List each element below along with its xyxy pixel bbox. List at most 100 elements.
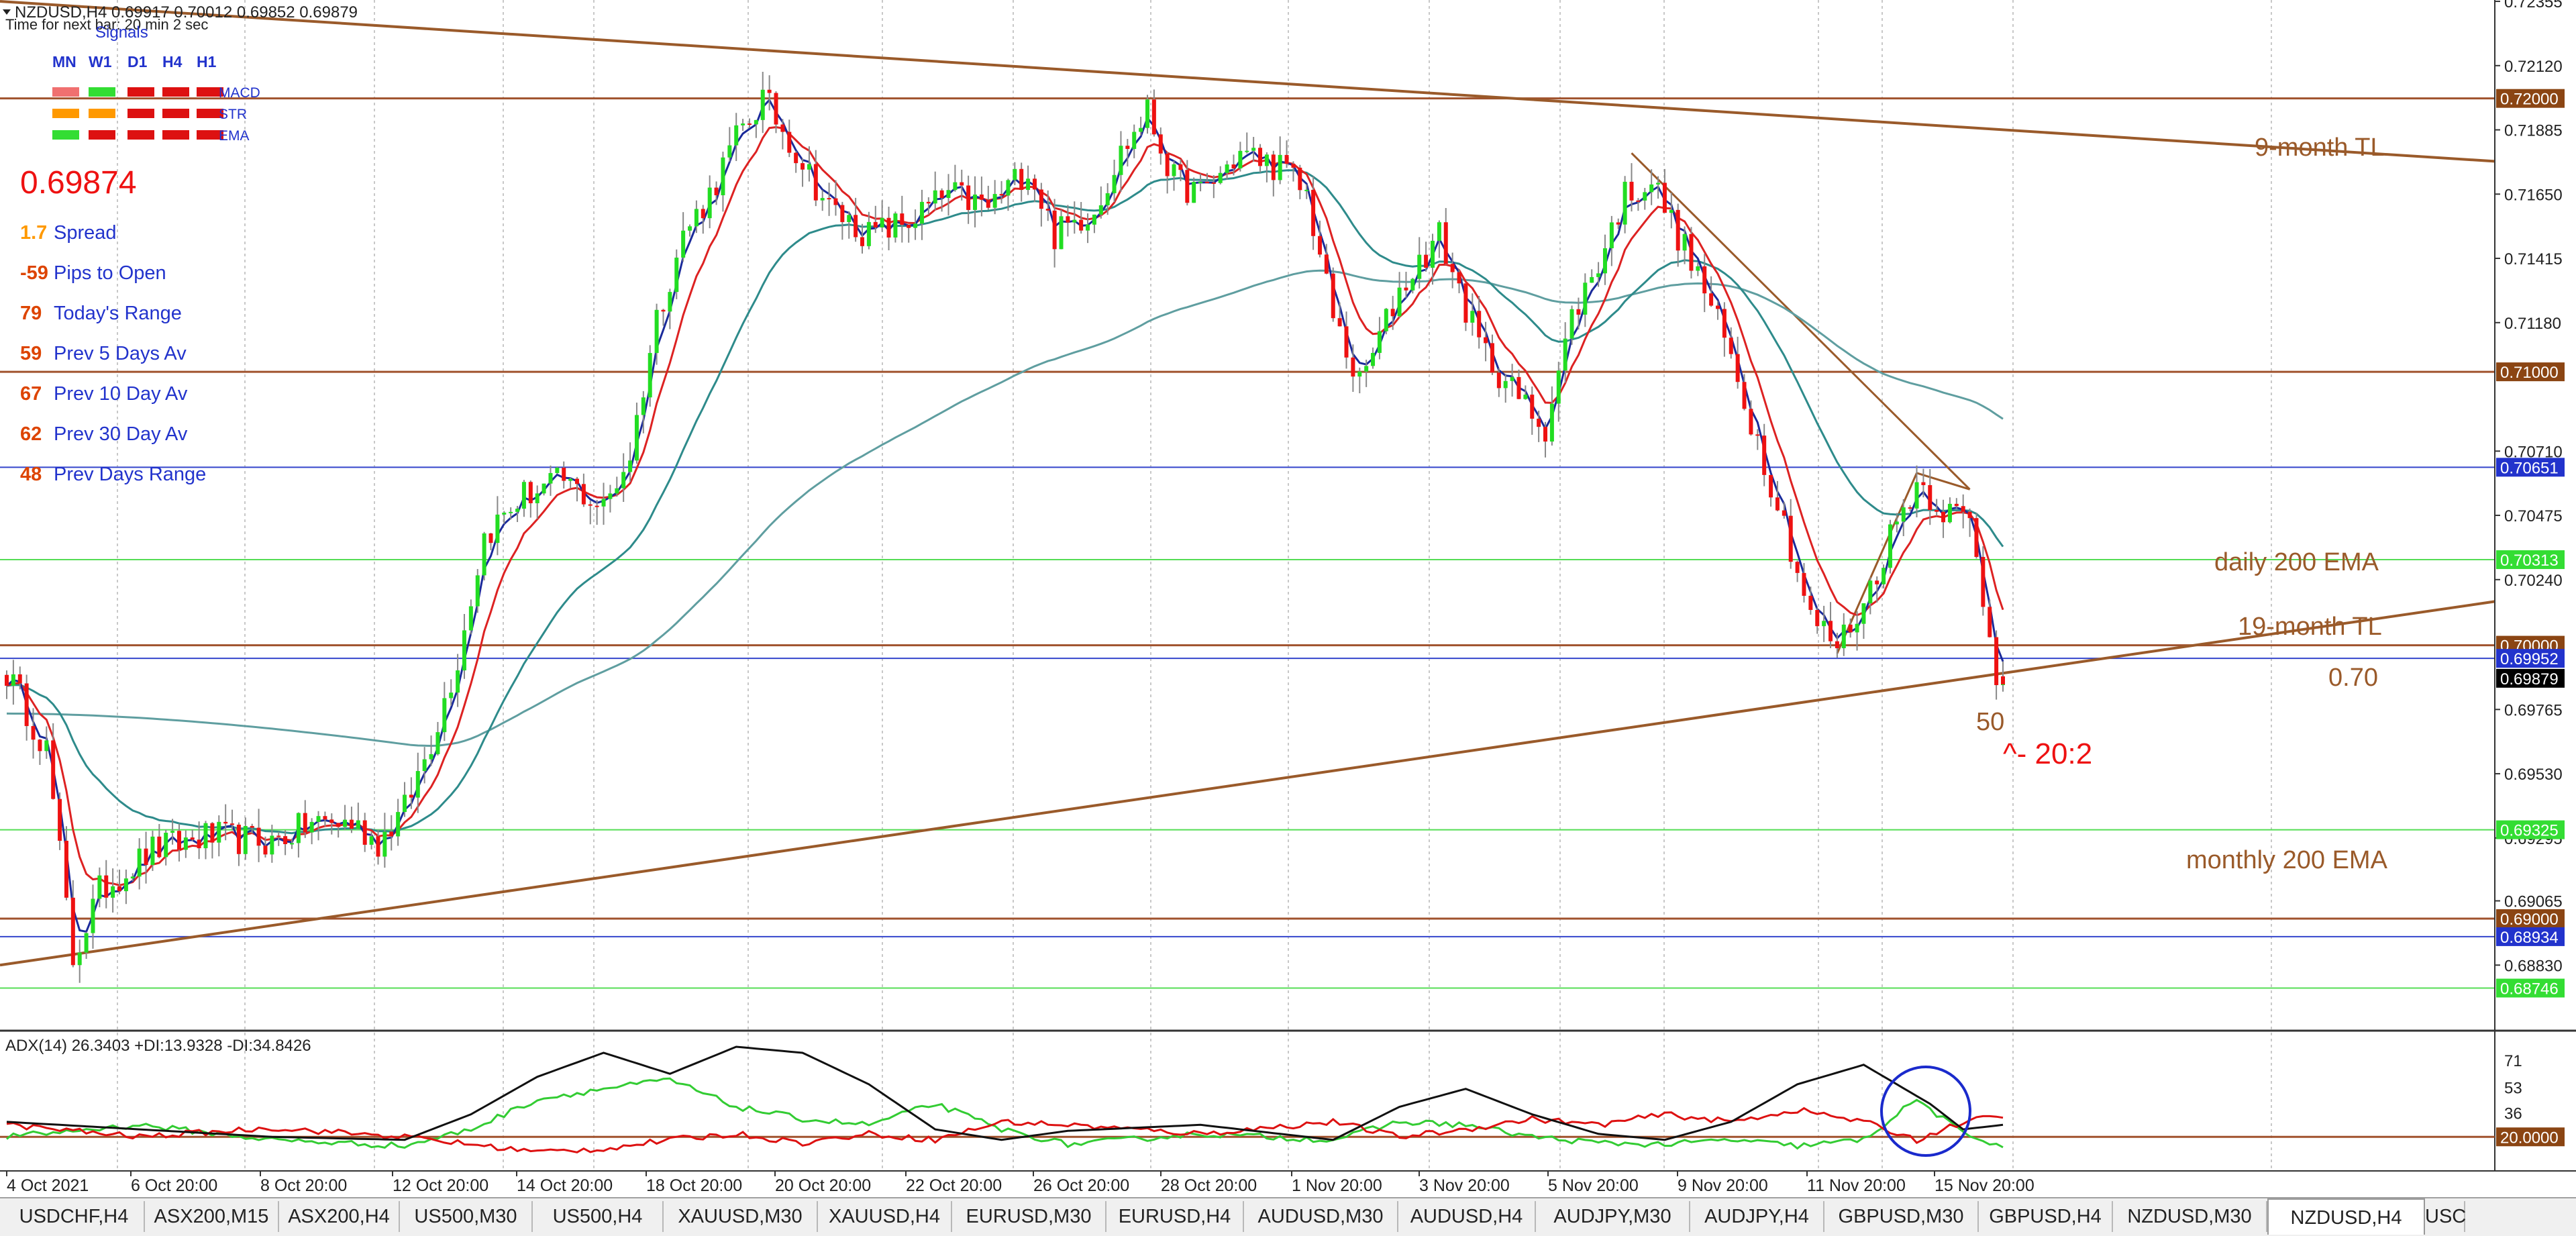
candle-up xyxy=(707,187,712,219)
candle-up xyxy=(641,397,646,415)
candle-down xyxy=(1709,293,1714,306)
time-tick-label: 1 Nov 20:00 xyxy=(1292,1176,1382,1195)
candle-down xyxy=(886,217,891,238)
tab-audusd-h4[interactable]: AUDUSD,H4 xyxy=(1398,1201,1536,1232)
tab-eurusd-m30[interactable]: EURUSD,M30 xyxy=(952,1201,1106,1232)
candle-down xyxy=(939,190,944,199)
price-badge-label: 0.69879 xyxy=(2500,670,2559,688)
candle-up xyxy=(668,292,672,312)
candle-down xyxy=(1324,254,1329,274)
price-badge xyxy=(2496,927,2565,946)
candle-up xyxy=(309,821,314,833)
price-tick-label: 0.71180 xyxy=(2504,315,2561,333)
tab-gbpusd-m30[interactable]: GBPUSD,M30 xyxy=(1824,1201,1979,1232)
candle-down xyxy=(562,467,566,481)
candle-down xyxy=(1769,474,1773,498)
candle-up xyxy=(442,698,447,733)
tab-xauusd-m30[interactable]: XAUUSD,M30 xyxy=(664,1201,818,1232)
time-tick-label: 11 Nov 20:00 xyxy=(1807,1176,1906,1195)
candle-up xyxy=(1245,150,1249,152)
candle-up xyxy=(727,145,732,158)
time-tick-label: 22 Oct 20:00 xyxy=(906,1176,1002,1195)
tab-audjpy-m30[interactable]: AUDJPY,M30 xyxy=(1536,1201,1690,1232)
candle-down xyxy=(323,816,327,820)
adx-indicator-pane: ADX(14) 26.3403 +DI:13.9328 -DI:34.8426 7… xyxy=(0,1029,2576,1172)
chart-annotation: monthly 200 EMA xyxy=(2186,846,2388,874)
candle-down xyxy=(1516,376,1521,399)
candle-down xyxy=(58,799,62,841)
candle-up xyxy=(449,692,454,699)
candle-up xyxy=(1470,311,1475,323)
candle-down xyxy=(986,199,990,208)
candle-down xyxy=(1788,515,1793,562)
tab-gbpusd-h4[interactable]: GBPUSD,H4 xyxy=(1979,1201,2113,1232)
candle-down xyxy=(144,848,148,866)
candle-down xyxy=(854,215,858,238)
candle-up xyxy=(77,952,82,966)
candle-up xyxy=(150,836,155,866)
candle-down xyxy=(1722,309,1727,338)
stat-value: 48 xyxy=(20,464,42,485)
adx-title: ADX(14) 26.3403 +DI:13.9328 -DI:34.8426 xyxy=(5,1037,311,1055)
time-tick-label: 6 Oct 20:00 xyxy=(131,1176,217,1195)
candle-down xyxy=(860,237,864,246)
candle-down xyxy=(575,478,579,484)
candle-up xyxy=(741,123,745,125)
price-badges: 0.720000.710000.706510.703130.700000.699… xyxy=(2496,89,2565,998)
candle-down xyxy=(1676,209,1680,251)
candle-down xyxy=(1974,518,1979,558)
tab-xauusd-h4[interactable]: XAUUSD,H4 xyxy=(818,1201,952,1232)
price-tick-label: 0.71415 xyxy=(2504,250,2563,268)
tab-eurusd-h4[interactable]: EURUSD,H4 xyxy=(1106,1201,1244,1232)
candle-up xyxy=(601,499,606,507)
candle-up xyxy=(1914,482,1919,509)
candle-down xyxy=(1742,382,1747,409)
candle-up xyxy=(97,875,102,899)
candle-up xyxy=(1192,182,1196,203)
price-badge-label: 0.69952 xyxy=(2500,650,2559,668)
tab-us500-h4[interactable]: US500,H4 xyxy=(533,1201,664,1232)
candle-down xyxy=(833,198,838,205)
candle-up xyxy=(608,493,613,499)
candle-down xyxy=(794,152,798,164)
candle-down xyxy=(1331,273,1335,319)
candle-up xyxy=(1092,214,1096,225)
candle-up xyxy=(217,821,221,843)
candle-down xyxy=(1775,497,1780,511)
candle-down xyxy=(1994,637,1999,686)
candle-up xyxy=(1086,224,1090,231)
candle-up xyxy=(880,217,884,227)
candle-up xyxy=(1841,624,1846,649)
candle-down xyxy=(588,504,593,506)
price-chart[interactable]: 0.72355 0.72120 0.71885 0.71650 0.71415 0.711… xyxy=(0,0,2576,1197)
tab-asx200-m15[interactable]: ASX200,M15 xyxy=(145,1201,279,1232)
candle-down xyxy=(1066,216,1070,223)
candle-down xyxy=(1848,624,1853,633)
horizontal-levels xyxy=(0,97,2495,989)
candle-down xyxy=(1032,178,1037,190)
tab-audjpy-h4[interactable]: AUDJPY,H4 xyxy=(1690,1201,1824,1232)
candle-down xyxy=(263,845,268,855)
candle-up xyxy=(1822,621,1826,627)
tab-asx200-h4[interactable]: ASX200,H4 xyxy=(279,1201,400,1232)
stat-label: Prev 30 Day Av xyxy=(54,423,188,445)
candle-up xyxy=(91,898,95,933)
tab-usc[interactable]: USC xyxy=(2425,1201,2466,1232)
tab-audusd-m30[interactable]: AUDUSD,M30 xyxy=(1244,1201,1398,1232)
tab-nzdusd-m30[interactable]: NZDUSD,M30 xyxy=(2113,1201,2267,1232)
time-tick-label: 9 Nov 20:00 xyxy=(1678,1176,1768,1195)
candle-up xyxy=(1431,240,1435,268)
tab-nzdusd-h4[interactable]: NZDUSD,H4 xyxy=(2267,1198,2425,1235)
candle-up xyxy=(1868,580,1873,604)
tab-us500-m30[interactable]: US500,M30 xyxy=(400,1201,533,1232)
candle-up xyxy=(1583,282,1588,315)
chart-annotation: 50 xyxy=(1976,708,2004,736)
candle-up xyxy=(973,194,978,210)
candle-down xyxy=(1258,148,1263,166)
candle-up xyxy=(1417,254,1422,279)
candle-down xyxy=(1941,511,1946,523)
tab-usdchf-h4[interactable]: USDCHF,H4 xyxy=(4,1201,145,1232)
bar-countdown: Time for next bar: 20 min 2 sec xyxy=(5,16,208,33)
candle-down xyxy=(907,224,911,228)
candle-up xyxy=(893,213,898,238)
